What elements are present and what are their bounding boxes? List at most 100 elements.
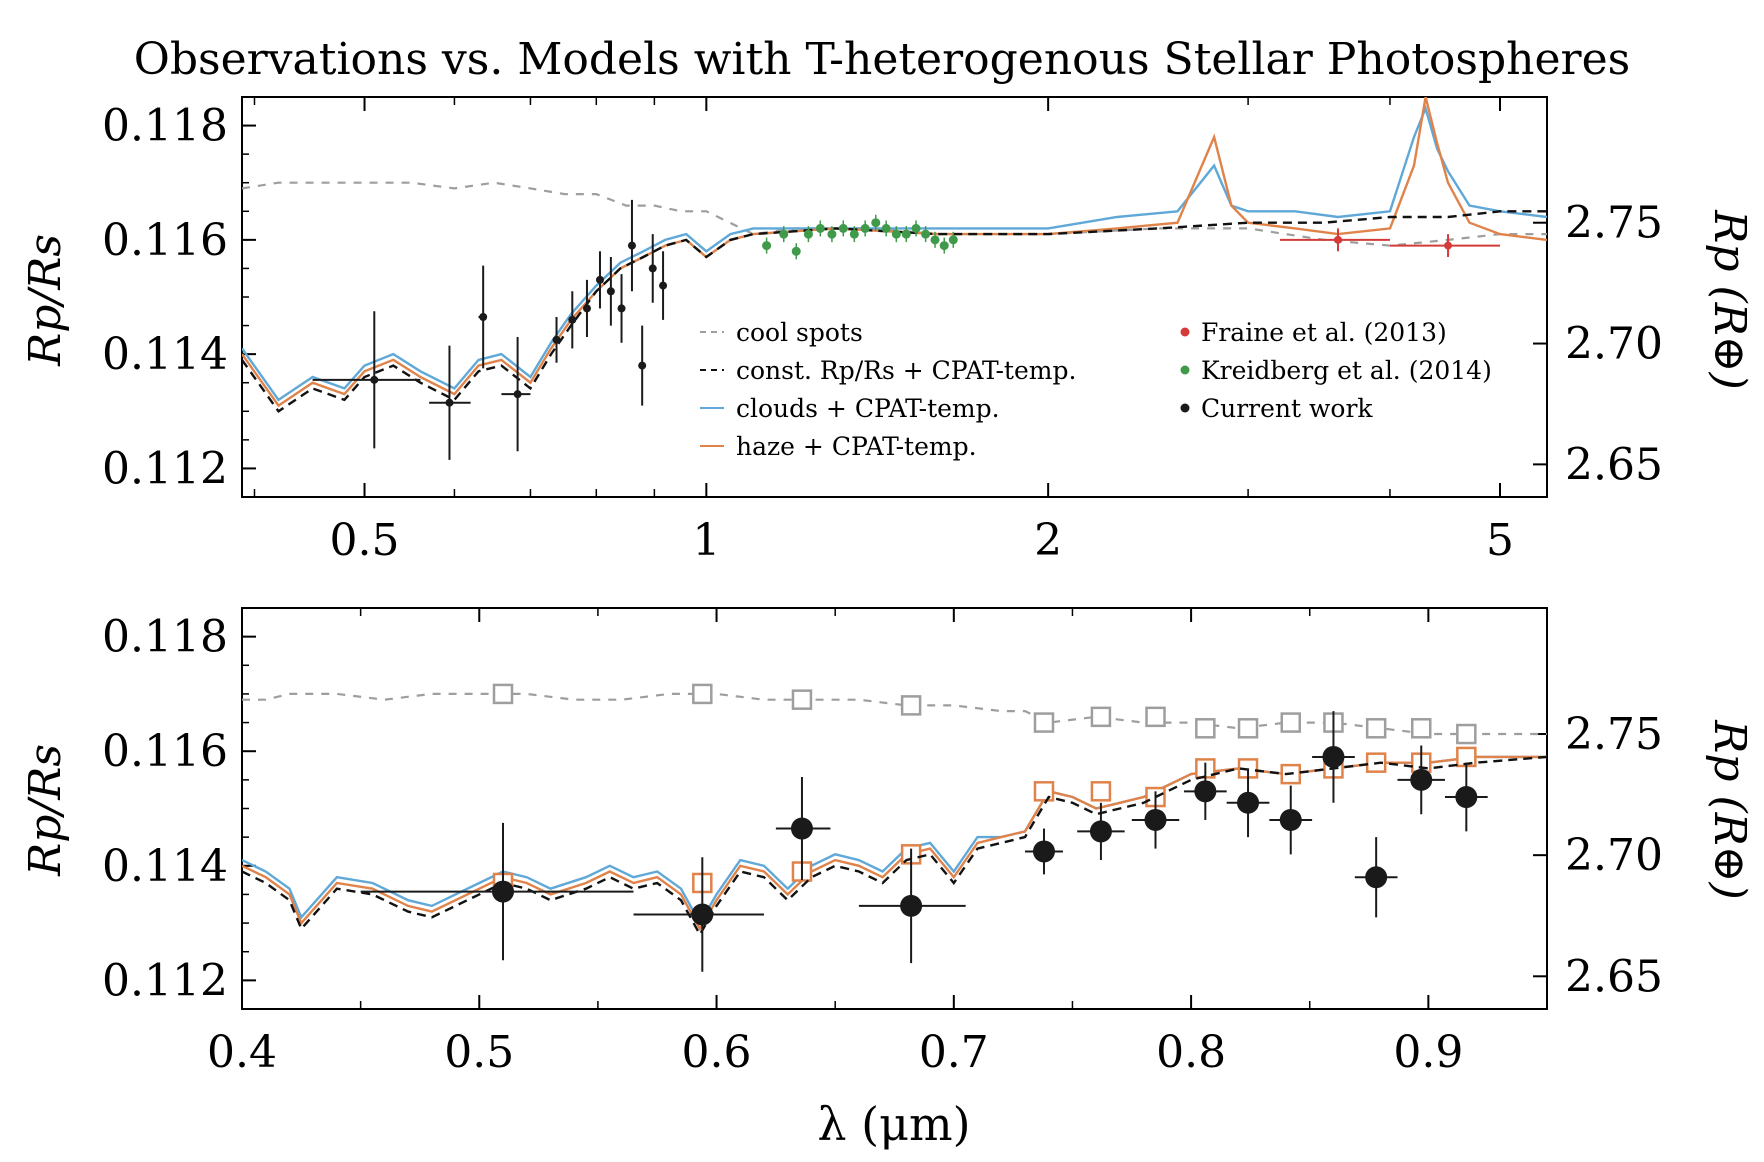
data-point: [790, 817, 813, 840]
x-tick-label: 0.5: [444, 1027, 514, 1078]
y-tick-label: 0.118: [102, 101, 228, 152]
y2-tick-label: 2.65: [1565, 951, 1663, 1002]
data-point: [479, 313, 488, 321]
model-marker: [900, 695, 922, 716]
data-point: [513, 390, 522, 399]
top-series: [242, 97, 1547, 460]
model-marker: [1280, 712, 1301, 733]
series-line-haze: [242, 755, 1547, 932]
series-line-clouds: [242, 755, 1547, 926]
data-point: [1455, 786, 1478, 809]
model-marker: [1410, 718, 1432, 739]
x-tick-label: 0.4: [207, 1027, 277, 1078]
legend-label: clouds + CPAT-temp.: [736, 394, 1000, 423]
y-tick-label: 0.112: [102, 955, 228, 1006]
data-point: [606, 287, 615, 296]
legend-marker: [1180, 365, 1190, 375]
series-line-clouds: [242, 104, 1547, 402]
data-point: [1410, 768, 1433, 791]
bottom-right-ylabel: Rp (R⊕): [1704, 719, 1755, 900]
data-point: [1365, 866, 1388, 889]
top-right-ylabel: Rp (R⊕): [1704, 209, 1755, 390]
bottom-series-clip: [242, 683, 1547, 972]
chart-title: Observations vs. Models with T-heterogen…: [134, 34, 1630, 85]
model-marker: [492, 683, 514, 705]
model-marker: [1090, 781, 1112, 802]
x-tick-label: 0.7: [919, 1027, 989, 1078]
data-point: [370, 375, 379, 384]
data-point: [552, 335, 561, 344]
top-panel: 0.112 0.114 0.116 0.118 2.65 2.70 2.75 0.5 1 2 5 c…: [20, 96, 1755, 566]
y2-tick-label: 2.75: [1565, 709, 1663, 760]
x-tick-label: 0.6: [682, 1027, 752, 1078]
series-line-const: [242, 210, 1547, 413]
y2-tick-label: 2.70: [1565, 319, 1663, 370]
data-point: [1322, 745, 1345, 768]
data-point: [1444, 241, 1453, 250]
bottom-panel: 0.112 0.114 0.116 0.118 2.65 2.70 2.75 0.4 0.5 0.…: [20, 607, 1755, 1078]
data-point: [1089, 820, 1112, 843]
data-point: [638, 361, 647, 370]
x-tick-label: 0.5: [330, 515, 400, 566]
legend-marker: [1180, 403, 1190, 413]
data-point: [659, 281, 668, 290]
model-marker: [1456, 723, 1477, 745]
data-point: [1144, 808, 1167, 831]
top-legend: cool spots const. Rp/Rs + CPAT-temp. cloud…: [700, 318, 1492, 461]
model-marker: [1090, 706, 1112, 728]
bottom-axes: 0.112 0.114 0.116 0.118 2.65 2.70 2.75 0.4 0.5 0.…: [102, 607, 1663, 1078]
legend-label: Kreidberg et al. (2014): [1201, 356, 1492, 385]
x-axis-label: λ (μm): [817, 1097, 970, 1151]
legend-label: cool spots: [736, 318, 863, 347]
legend-label: Current work: [1201, 394, 1373, 423]
series-line-cool: [242, 181, 1547, 247]
x-tick-label: 2: [1034, 515, 1062, 566]
y-tick-label: 0.114: [102, 841, 228, 892]
data-point: [1237, 791, 1260, 814]
y-tick-label: 0.112: [102, 443, 228, 494]
data-point: [1334, 235, 1343, 244]
model-marker: [1033, 781, 1055, 802]
model-marker: [1365, 718, 1387, 739]
data-point: [568, 315, 577, 324]
y2-tick-label: 2.75: [1565, 198, 1663, 249]
model-marker: [1237, 718, 1259, 739]
model-marker: [692, 683, 713, 705]
y-tick-label: 0.116: [102, 215, 228, 266]
data-point: [617, 304, 626, 313]
model-marker: [1033, 712, 1055, 733]
bottom-plot-frame: [241, 607, 1548, 1010]
legend-label: Fraine et al. (2013): [1201, 318, 1447, 347]
bottom-left-ylabel: Rp/Rs: [20, 744, 71, 877]
legend-label: const. Rp/Rs + CPAT-temp.: [736, 356, 1076, 385]
data-point: [627, 241, 636, 250]
x-tick-label: 1: [692, 515, 720, 566]
top-axes: 0.112 0.114 0.116 0.118 2.65 2.70 2.75 0.5 1 2 5: [102, 96, 1663, 566]
model-marker: [1145, 706, 1166, 728]
x-tick-label: 0.8: [1156, 1027, 1226, 1078]
data-point: [900, 894, 923, 917]
data-point: [1279, 808, 1302, 831]
top-left-ylabel: Rp/Rs: [20, 234, 71, 367]
y-tick-label: 0.114: [102, 329, 228, 380]
y2-tick-label: 2.65: [1565, 439, 1663, 490]
x-tick-label: 0.9: [1393, 1027, 1463, 1078]
bottom-series: [242, 683, 1547, 972]
data-point: [1032, 840, 1055, 863]
y-tick-label: 0.118: [102, 612, 228, 663]
data-point: [595, 275, 604, 284]
y2-tick-label: 2.70: [1565, 830, 1663, 881]
series-line-cool: [242, 692, 1547, 736]
data-point: [691, 903, 714, 926]
top-series-clip: [242, 97, 1547, 460]
data-point: [648, 264, 657, 273]
x-tick-label: 5: [1486, 515, 1514, 566]
legend-label: haze + CPAT-temp.: [736, 432, 977, 461]
data-point: [1194, 780, 1217, 803]
y-tick-label: 0.116: [102, 726, 228, 777]
model-marker: [1195, 718, 1216, 739]
data-point: [582, 304, 591, 313]
data-point: [492, 880, 514, 903]
legend-marker: [1180, 327, 1190, 337]
